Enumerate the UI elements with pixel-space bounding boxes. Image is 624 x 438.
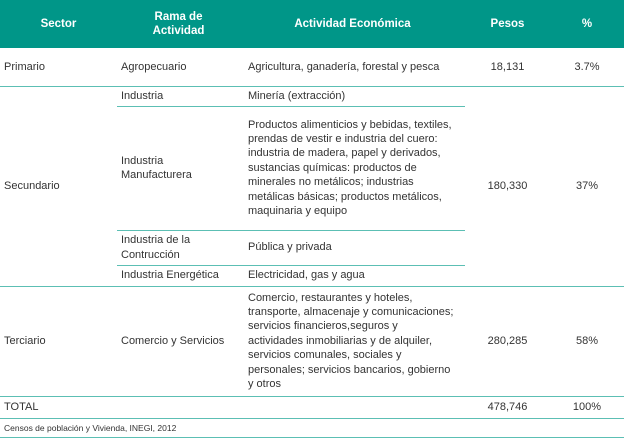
cell-pct: 58% xyxy=(550,286,624,397)
cell-pesos: 18,131 xyxy=(465,48,550,87)
header-pct: % xyxy=(550,0,624,48)
cell-sector: Secundario xyxy=(0,86,117,287)
cell-rama: Industria Energética xyxy=(117,265,240,287)
table-row: Secundario Industria Minería (extracción… xyxy=(0,86,624,287)
total-pesos: 478,746 xyxy=(465,396,550,419)
total-label: TOTAL xyxy=(0,396,117,419)
cell-actividad: Pública y privada xyxy=(240,230,465,266)
total-row: TOTAL 478,746 100% xyxy=(0,396,624,419)
cell-actividad: Electricidad, gas y agua xyxy=(240,265,465,287)
source-note: Censos de población y Vivienda, INEGI, 2… xyxy=(0,418,624,438)
cell-rama: Comercio y Servicios xyxy=(117,286,240,397)
total-pct: 100% xyxy=(550,396,624,419)
table-row: Industria Manufacturera Productos alimen… xyxy=(0,106,624,231)
header-sector: Sector xyxy=(0,0,117,48)
cell-rama: Industria de la Contrucción xyxy=(117,230,240,266)
cell-sector: Terciario xyxy=(0,286,117,397)
table-row: Terciario Comercio y Servicios Comercio,… xyxy=(0,286,624,397)
table-row: Industria de la Contrucción Pública y pr… xyxy=(0,230,624,266)
cell-rama: Industria xyxy=(117,86,240,107)
header-pesos: Pesos xyxy=(465,0,550,48)
cell-rama: Agropecuario xyxy=(117,48,240,87)
cell-pesos: 280,285 xyxy=(465,286,550,397)
header-row: Sector Rama de Actividad Actividad Econó… xyxy=(0,0,624,48)
table-row: Industria Energética Electricidad, gas y… xyxy=(0,265,624,287)
cell-actividad: Comercio, restaurantes y hoteles, transp… xyxy=(240,286,465,397)
cell-rama: Industria Manufacturera xyxy=(117,106,240,231)
cell-pct: 3.7% xyxy=(550,48,624,87)
cell-sector: Primario xyxy=(0,48,117,87)
cell-pesos: 180,330 xyxy=(465,86,550,287)
source-row: Censos de población y Vivienda, INEGI, 2… xyxy=(0,418,624,438)
cell-pct: 37% xyxy=(550,86,624,287)
cell-actividad: Minería (extracción) xyxy=(240,86,465,107)
header-rama: Rama de Actividad xyxy=(117,0,240,48)
cell-actividad: Agricultura, ganadería, forestal y pesca xyxy=(240,48,465,87)
table-row: Primario Agropecuario Agricultura, ganad… xyxy=(0,48,624,87)
header-actividad: Actividad Económica xyxy=(240,0,465,48)
cell-actividad: Productos alimenticios y bebidas, textil… xyxy=(240,106,465,231)
